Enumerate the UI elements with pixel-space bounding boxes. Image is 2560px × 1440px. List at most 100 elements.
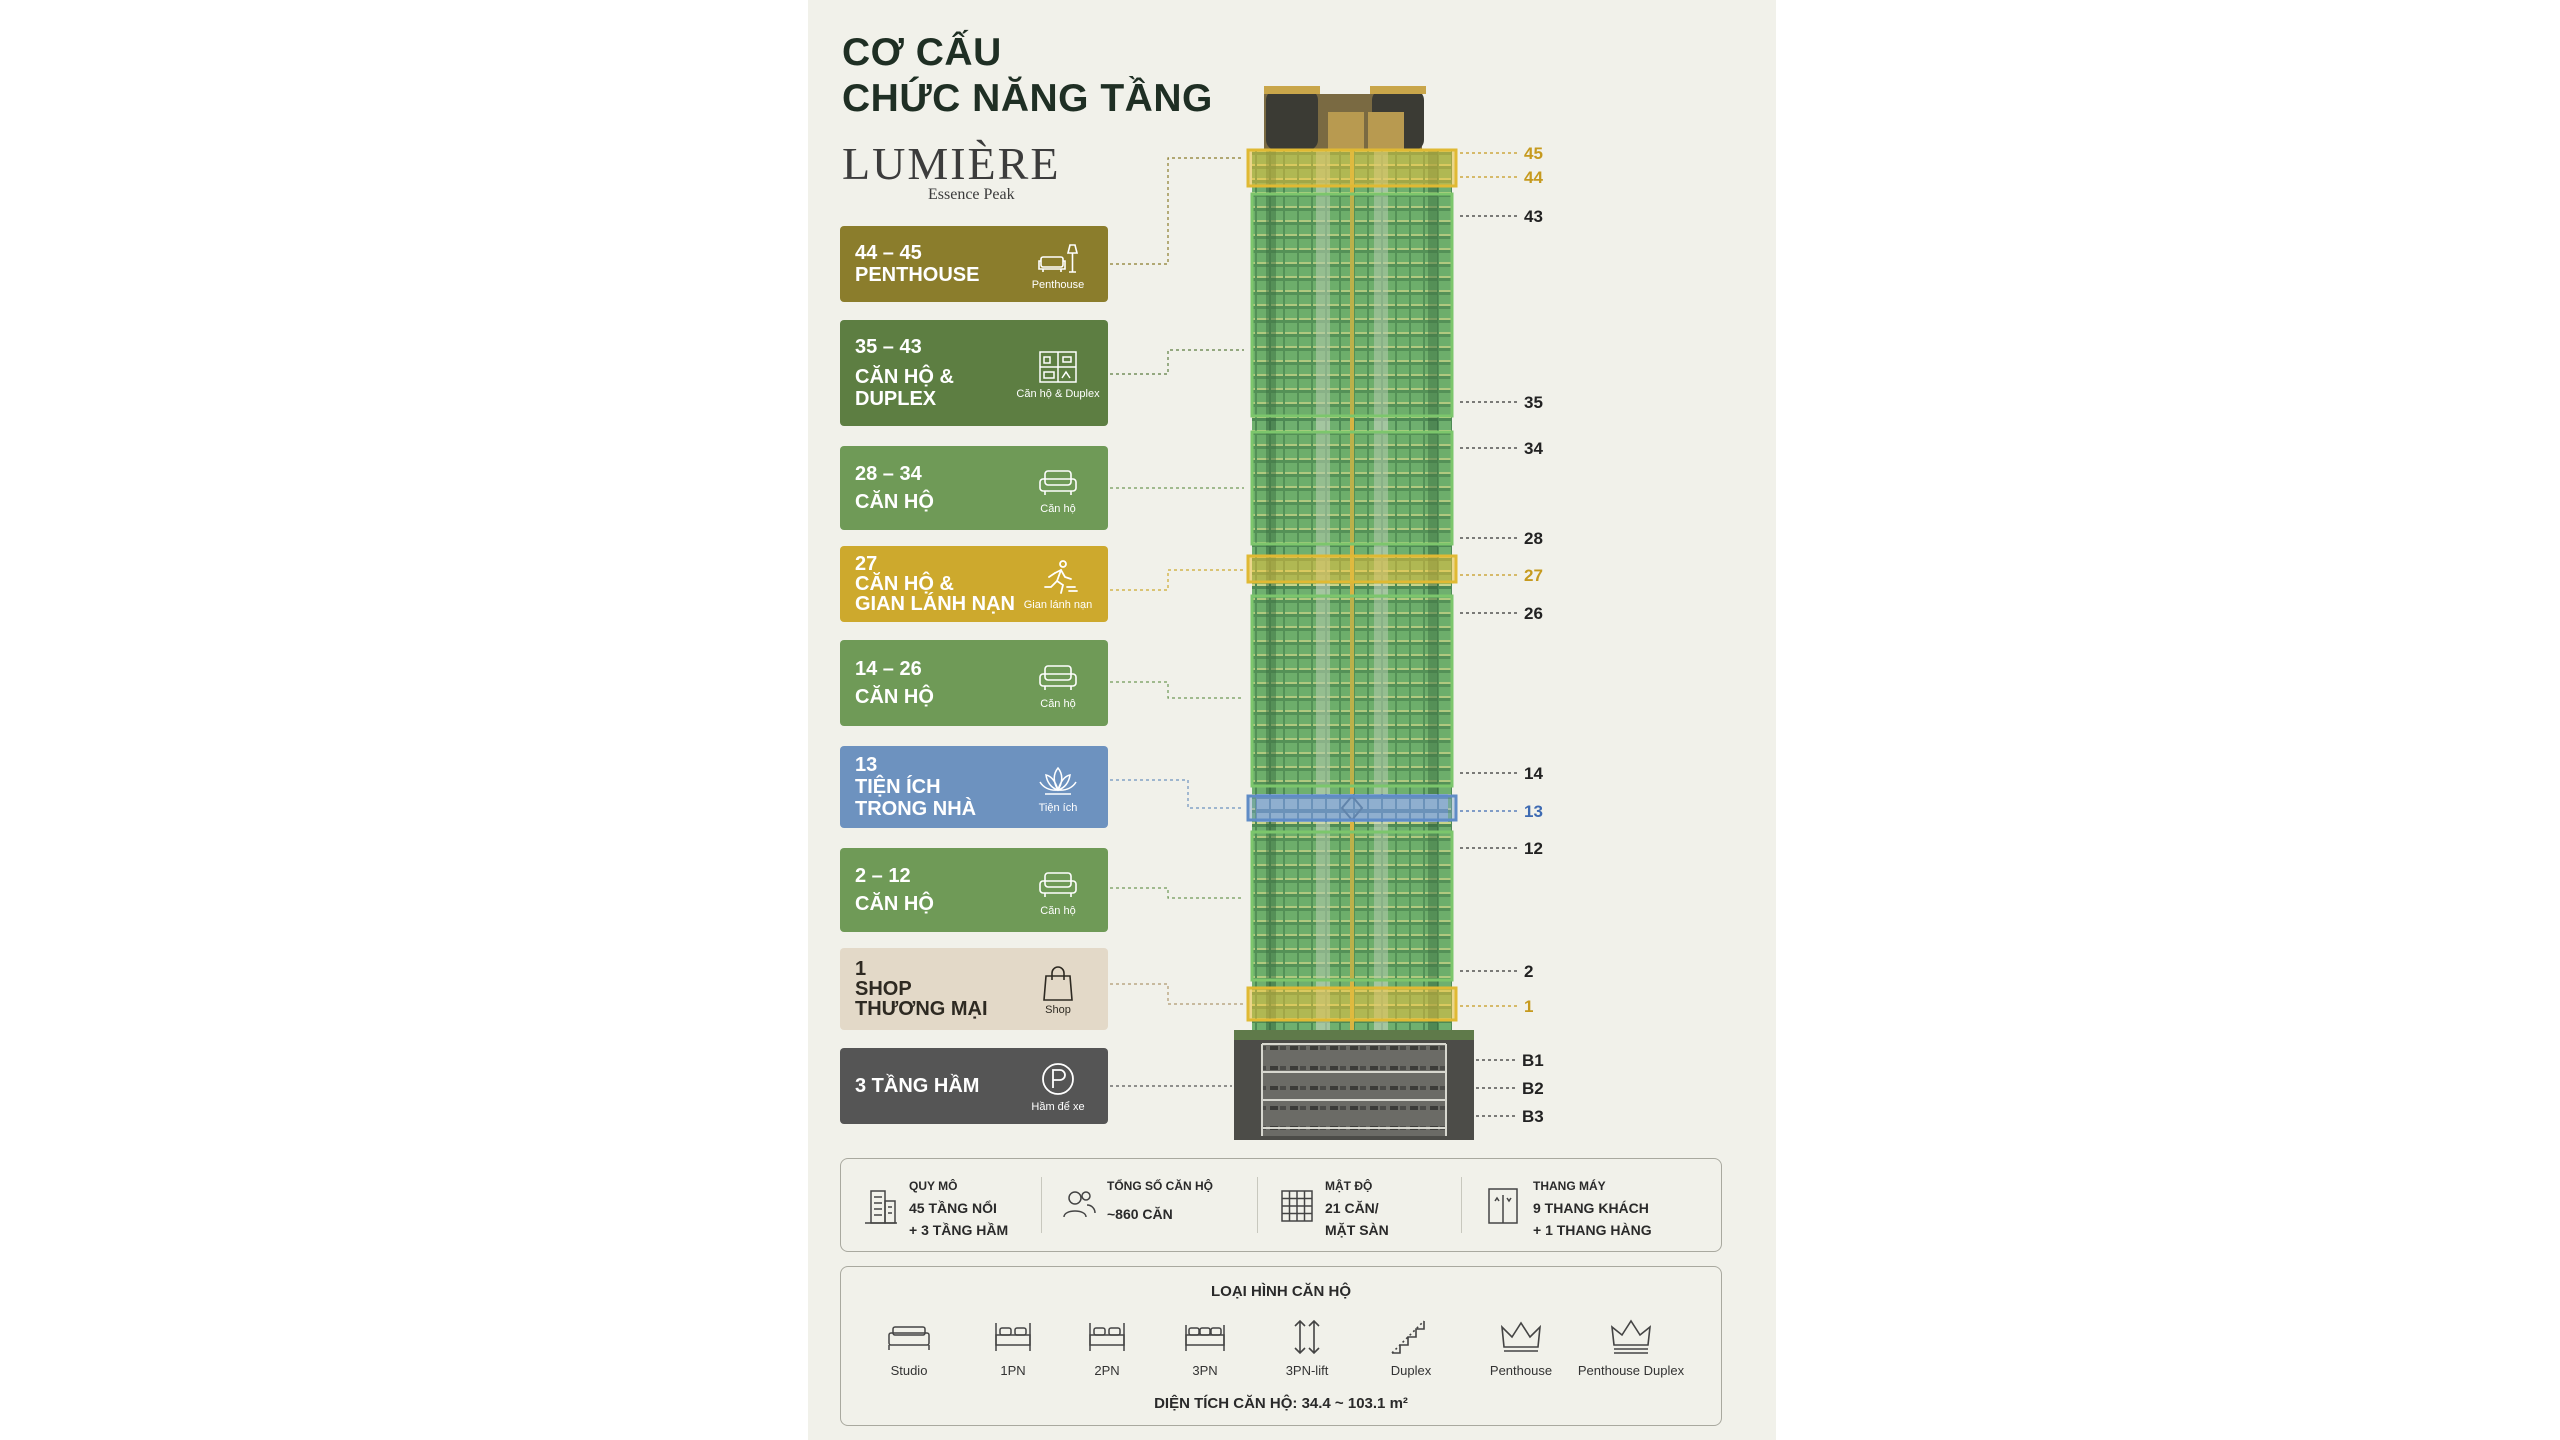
page-title: CƠ CẤU CHỨC NĂNG TẦNG bbox=[842, 30, 1213, 122]
card-floors: 13 bbox=[855, 754, 878, 776]
floor-label: 45 bbox=[1524, 144, 1543, 163]
penthouse-sofa-lamp-icon bbox=[1038, 244, 1079, 273]
leader-line bbox=[1110, 349, 1244, 375]
card-penthouse: 44 – 45 PENTHOUSE Penthouse bbox=[840, 226, 1108, 302]
sofa-icon bbox=[1039, 470, 1077, 495]
building-icon bbox=[865, 1190, 897, 1224]
infographic-poster: CƠ CẤU CHỨC NĂNG TẦNG LUMIÈRE Essence Pe… bbox=[808, 0, 1776, 1440]
leader-line bbox=[1110, 681, 1244, 699]
floor-label: 1 bbox=[1524, 997, 1533, 1016]
floor-label: 13 bbox=[1524, 802, 1543, 821]
unit-type-1pn: 1PN bbox=[958, 1317, 1068, 1378]
stat-heading: MẬT ĐỘ bbox=[1325, 1179, 1373, 1193]
card-floors: 1 bbox=[855, 958, 867, 980]
card-caption: Shop bbox=[1045, 1004, 1071, 1016]
card-label: CĂN HỘ & bbox=[855, 366, 954, 388]
leader-line bbox=[1110, 983, 1244, 1005]
card-basement: 3 TẦNG HẦM Hầm để xe bbox=[840, 1048, 1108, 1124]
floor-ticks bbox=[1460, 152, 1518, 1117]
unit-types-panel: LOẠI HÌNH CĂN HỘ Studio 1PN 2PN 3PN 3PN-… bbox=[840, 1266, 1722, 1426]
card-duplex: 35 – 43 CĂN HỘ & DUPLEX Căn hộ & Duplex bbox=[840, 320, 1108, 426]
stat-line: 21 CĂN/ bbox=[1325, 1200, 1379, 1216]
sofa-icon bbox=[1039, 665, 1077, 690]
leader-line bbox=[1110, 887, 1244, 899]
title-line-1: CƠ CẤU bbox=[842, 31, 1002, 74]
card-label: 3 TẦNG HẦM bbox=[855, 1075, 980, 1097]
floor-label: B2 bbox=[1522, 1079, 1544, 1098]
stats-panel: QUY MÔ 45 TẦNG NỔI + 3 TẦNG HẦM TỔNG SỐ CĂ… bbox=[840, 1158, 1722, 1252]
stat-heading: THANG MÁY bbox=[1533, 1179, 1606, 1193]
unit-type-label: 3PN bbox=[1192, 1363, 1218, 1378]
card-label: PENTHOUSE bbox=[855, 264, 980, 286]
floor-labels: 45 44 43 35 34 28 27 26 14 13 12 2 1 B1 … bbox=[1522, 144, 1544, 1126]
leader-line bbox=[1110, 779, 1244, 809]
card-apartment-2-12: 2 – 12 CĂN HỘ Căn hộ bbox=[840, 848, 1108, 932]
floor-label: B3 bbox=[1522, 1107, 1544, 1126]
tower-crown bbox=[1264, 86, 1426, 152]
crown-double-icon bbox=[1610, 1319, 1652, 1354]
zone-28-34 bbox=[1250, 430, 1454, 546]
unit-type-label: Penthouse bbox=[1489, 1363, 1553, 1378]
card-label-2: THƯƠNG MẠI bbox=[855, 998, 988, 1020]
card-floors: 35 – 43 bbox=[855, 336, 922, 358]
parking-icon bbox=[1042, 1063, 1074, 1095]
people-icon bbox=[1063, 1191, 1096, 1218]
card-shop: 1 SHOP THƯƠNG MẠI Shop bbox=[840, 948, 1108, 1030]
shopping-bag-icon bbox=[1043, 966, 1073, 1001]
stat-scale: QUY MÔ 45 TẦNG NỔI + 3 TẦNG HẦM bbox=[841, 1159, 1041, 1251]
floor-label: 2 bbox=[1524, 962, 1533, 981]
card-floors: 2 – 12 bbox=[855, 865, 911, 887]
card-label-2: GIAN LÁNH NẠN bbox=[855, 593, 1015, 615]
crown-icon bbox=[1500, 1321, 1542, 1352]
card-caption: Penthouse bbox=[1031, 279, 1085, 291]
floor-label: 26 bbox=[1524, 604, 1543, 623]
zone-1 bbox=[1246, 986, 1458, 1022]
divider bbox=[1257, 1177, 1258, 1233]
card-label: TIỆN ÍCH bbox=[855, 776, 941, 798]
floor-label: 28 bbox=[1524, 529, 1543, 548]
lift-arrows-icon bbox=[1294, 1319, 1320, 1355]
brand-tagline: Essence Peak bbox=[928, 186, 1015, 203]
card-label-2: TRONG NHÀ bbox=[855, 798, 977, 820]
unit-type-label: Duplex bbox=[1390, 1363, 1432, 1378]
zone-highlights bbox=[1246, 148, 1458, 1022]
card-caption: Gian lánh nạn bbox=[1023, 599, 1093, 611]
elevator-icon bbox=[1488, 1188, 1518, 1224]
unit-type-duplex: Duplex bbox=[1356, 1317, 1466, 1378]
divider bbox=[1041, 1177, 1042, 1233]
card-floors: 14 – 26 bbox=[855, 658, 922, 680]
bed-icon bbox=[1089, 1323, 1125, 1351]
card-floors: 44 – 45 bbox=[855, 242, 922, 264]
floor-label: 27 bbox=[1524, 566, 1543, 585]
card-label: CĂN HỘ bbox=[855, 491, 934, 513]
lotus-icon bbox=[1039, 766, 1077, 795]
zone-35-43 bbox=[1250, 192, 1454, 418]
unit-type-3pn-lift: 3PN-lift bbox=[1252, 1317, 1362, 1378]
unit-type-label: Penthouse Duplex bbox=[1577, 1363, 1685, 1378]
tower-diagram: 45 44 43 35 34 28 27 26 14 13 12 2 1 B1 … bbox=[1110, 86, 1544, 1140]
card-label: CĂN HỘ bbox=[855, 686, 934, 708]
card-floors: 28 – 34 bbox=[855, 463, 922, 485]
unit-type-label: 3PN-lift bbox=[1285, 1363, 1329, 1378]
leader-line bbox=[1110, 157, 1244, 265]
stat-line: MẶT SÀN bbox=[1325, 1222, 1389, 1238]
zone-27 bbox=[1246, 554, 1458, 584]
card-apartment-14-26: 14 – 26 CĂN HỘ Căn hộ bbox=[840, 640, 1108, 726]
unit-type-3pn: 3PN bbox=[1150, 1317, 1260, 1378]
stat-line: ~860 CĂN bbox=[1107, 1206, 1173, 1222]
card-caption: Căn hộ & Duplex bbox=[1016, 388, 1100, 400]
stat-units: TỔNG SỐ CĂN HỘ ~860 CĂN bbox=[1041, 1159, 1257, 1251]
floor-label: 35 bbox=[1524, 393, 1543, 412]
card-label: CĂN HỘ & bbox=[855, 573, 954, 595]
stat-line: + 1 THANG HÀNG bbox=[1533, 1222, 1652, 1238]
brand-logo: LUMIÈRE Essence Peak bbox=[842, 140, 1060, 204]
card-label: CĂN HỘ bbox=[855, 893, 934, 915]
leader-line bbox=[1110, 569, 1244, 591]
unit-type-penthouse: Penthouse bbox=[1466, 1317, 1576, 1378]
stairs-icon bbox=[1391, 1320, 1425, 1354]
studio-bed-icon bbox=[888, 1326, 930, 1350]
sofa-icon bbox=[1039, 872, 1077, 897]
floor-label: 34 bbox=[1524, 439, 1543, 458]
card-caption: Căn hộ bbox=[1040, 503, 1076, 515]
card-refuge-floor: 27 CĂN HỘ & GIAN LÁNH NẠN Gian lánh nạn bbox=[840, 546, 1108, 622]
